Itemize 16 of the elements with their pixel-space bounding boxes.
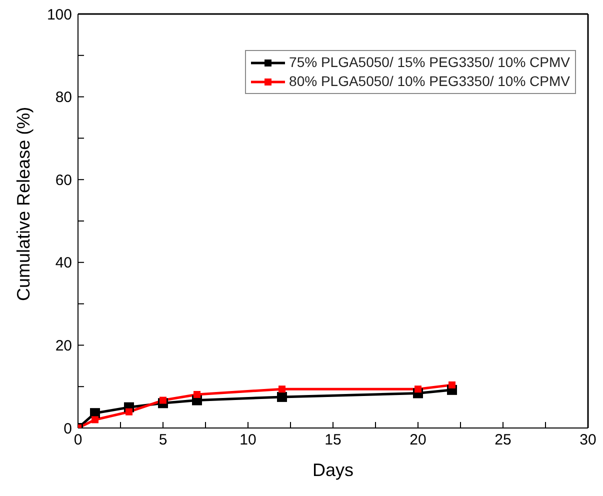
y-tick-label: 20	[55, 338, 72, 355]
x-tick-label: 30	[580, 432, 596, 449]
x-tick-label: 25	[494, 432, 512, 449]
y-tick-label: 0	[64, 420, 72, 438]
x-tick-label: 10	[240, 432, 256, 449]
y-tick-label: 100	[46, 6, 72, 24]
x-tick-label: 5	[158, 432, 168, 449]
x-axis-title: Days	[312, 460, 354, 480]
legend-label: 75% PLGA5050/ 15% PEG3350/ 10% CPMV	[289, 53, 570, 72]
legend-label: 80% PLGA5050/ 10% PEG3350/ 10% CPMV	[289, 72, 570, 91]
y-tick-label: 40	[55, 254, 72, 272]
x-tick-label: 20	[410, 432, 426, 449]
y-tick-label: 60	[55, 172, 72, 189]
y-tick-label: 80	[55, 89, 72, 106]
y-axis-title: Cumulative Release (%)	[13, 106, 34, 301]
x-tick-label: 15	[324, 432, 342, 449]
